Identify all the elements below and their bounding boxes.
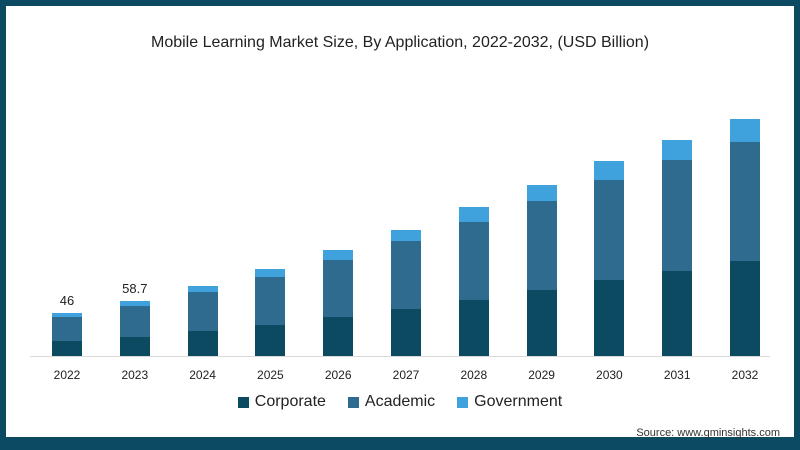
bar-segment-academic: [323, 260, 354, 318]
source-note: Source: www.gminsights.com: [636, 427, 780, 439]
bar-segment-academic: [52, 316, 82, 341]
bar-segment-corporate: [458, 299, 489, 356]
bar-2031: [662, 139, 693, 356]
bar-2026: [323, 249, 354, 356]
legend: Corporate Academic Government: [0, 393, 800, 411]
bar-segment-corporate: [594, 279, 625, 356]
bar-segment-corporate: [52, 340, 82, 356]
x-tick-label: 2022: [53, 368, 81, 382]
bar-2024: [187, 286, 218, 356]
x-tick-label: 2027: [392, 368, 420, 382]
legend-item-government: Government: [457, 393, 562, 411]
bar-segment-academic: [730, 141, 760, 262]
x-axis-line: [30, 356, 770, 357]
x-tick-label: 2024: [189, 368, 216, 382]
bar-segment-government: [594, 161, 625, 181]
legend-item-corporate: Corporate: [237, 393, 326, 411]
bar-segment-corporate: [391, 308, 421, 356]
bar-segment-corporate: [730, 261, 760, 356]
bar-segment-government: [730, 119, 760, 142]
x-tick-label: 2023: [121, 368, 149, 382]
x-tick-label: 2031: [663, 368, 691, 382]
x-tick-label: 2029: [528, 368, 555, 382]
legend-label: Corporate: [254, 393, 326, 410]
legend-item-academic: Academic: [347, 393, 436, 411]
bar-2023: [119, 300, 150, 356]
bar-segment-government: [323, 249, 354, 261]
bar-2028: [458, 207, 489, 356]
bar-2030: [594, 161, 625, 356]
bar-segment-academic: [526, 200, 557, 291]
bar-segment-academic: [255, 277, 286, 325]
bar-segment-academic: [187, 292, 218, 331]
bar-2032: [730, 119, 760, 356]
bar-segment-academic: [391, 241, 421, 309]
bar-segment-government: [526, 184, 557, 201]
bar-segment-academic: [458, 221, 489, 300]
bar-segment-academic: [594, 180, 625, 280]
bar-segment-academic: [662, 160, 693, 272]
bar-segment-corporate: [119, 337, 150, 356]
bar-2022: [52, 312, 82, 356]
data-label: 58.7: [122, 280, 148, 296]
bar-segment-government: [391, 230, 421, 242]
x-tick-label: 2032: [731, 368, 759, 382]
bar-segment-government: [187, 286, 218, 293]
bar-segment-corporate: [187, 330, 218, 356]
bar-segment-corporate: [323, 317, 354, 356]
bar-segment-government: [52, 312, 82, 317]
bar-2029: [526, 184, 557, 356]
bar-segment-corporate: [255, 324, 286, 356]
bar-segment-corporate: [662, 271, 693, 356]
legend-swatch-corporate: [237, 396, 249, 408]
legend-swatch-academic: [347, 396, 359, 408]
x-tick-label: 2025: [257, 368, 284, 382]
bar-2025: [255, 268, 286, 356]
bar-segment-government: [119, 300, 150, 306]
legend-label: Government: [474, 393, 563, 410]
legend-swatch-government: [457, 396, 469, 408]
bar-segment-corporate: [526, 290, 557, 356]
x-tick-label: 2028: [460, 368, 488, 382]
legend-label: Academic: [364, 393, 436, 410]
bar-segment-government: [255, 268, 286, 278]
bar-segment-academic: [119, 305, 150, 338]
bar-2027: [391, 230, 421, 356]
bar-segment-government: [458, 207, 489, 222]
x-tick-label: 2026: [324, 368, 352, 382]
data-label: 46: [59, 292, 75, 308]
x-tick-label: 2030: [596, 368, 623, 382]
chart-title: Mobile Learning Market Size, By Applicat…: [150, 34, 650, 51]
bar-segment-government: [662, 139, 693, 161]
